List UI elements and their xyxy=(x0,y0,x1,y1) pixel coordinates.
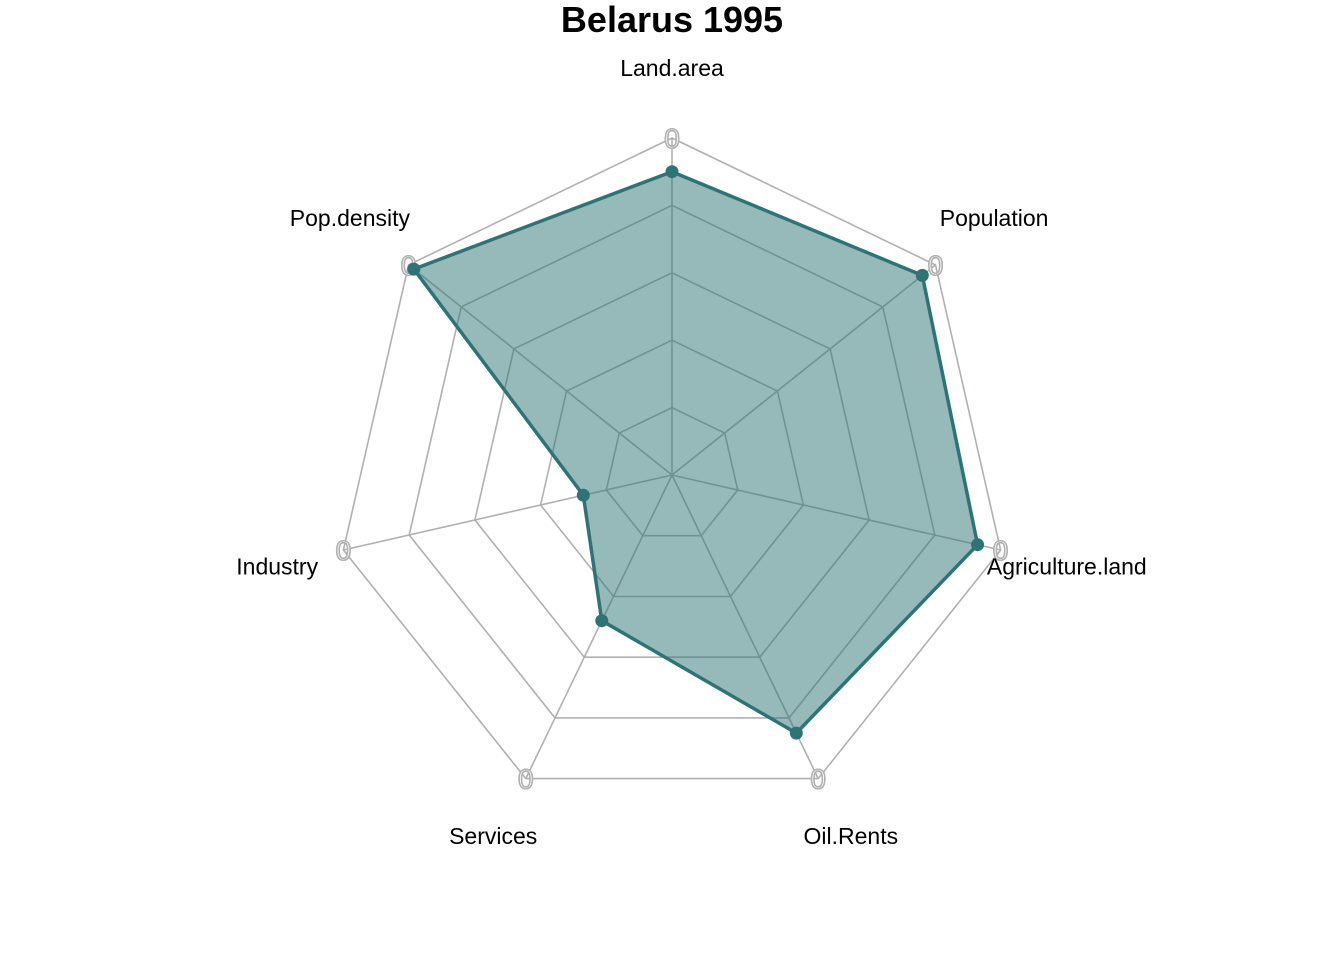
data-point-services xyxy=(595,614,609,628)
tick-label-industry: 0 xyxy=(336,535,352,566)
axis-label-services: Services xyxy=(449,823,537,849)
data-point-land-area xyxy=(665,165,679,179)
tick-label-population: 0 xyxy=(928,250,944,281)
data-point-pop-density xyxy=(407,262,421,276)
axis-max-ticks: 0000000 xyxy=(335,122,1009,795)
data-point-oil-rents xyxy=(789,726,803,740)
tick-label-agriculture-land: 0 xyxy=(993,535,1009,566)
tick-label-land-area: 0 xyxy=(664,123,680,154)
axis-label-oil-rents: Oil.Rents xyxy=(804,823,899,849)
data-series xyxy=(407,165,985,740)
tick-label-oil-rents: 0 xyxy=(810,764,826,795)
data-point-industry xyxy=(576,488,590,502)
axis-label-agriculture-land: Agriculture.land xyxy=(987,554,1147,580)
chart-title: Belarus 1995 xyxy=(561,0,783,40)
axis-label-industry: Industry xyxy=(236,554,318,580)
axis-label-pop-density: Pop.density xyxy=(290,205,411,231)
axis-label-land-area: Land.area xyxy=(620,55,724,81)
data-point-population xyxy=(915,268,929,282)
series-area-0 xyxy=(412,169,980,735)
data-point-agriculture-land xyxy=(971,538,985,552)
axis-labels: Land.area Population Agriculture.land Oil.R… xyxy=(236,55,1146,849)
axis-label-population: Population xyxy=(940,205,1049,231)
grid-ring-5 xyxy=(342,137,1002,780)
tick-label-services: 0 xyxy=(518,764,534,795)
